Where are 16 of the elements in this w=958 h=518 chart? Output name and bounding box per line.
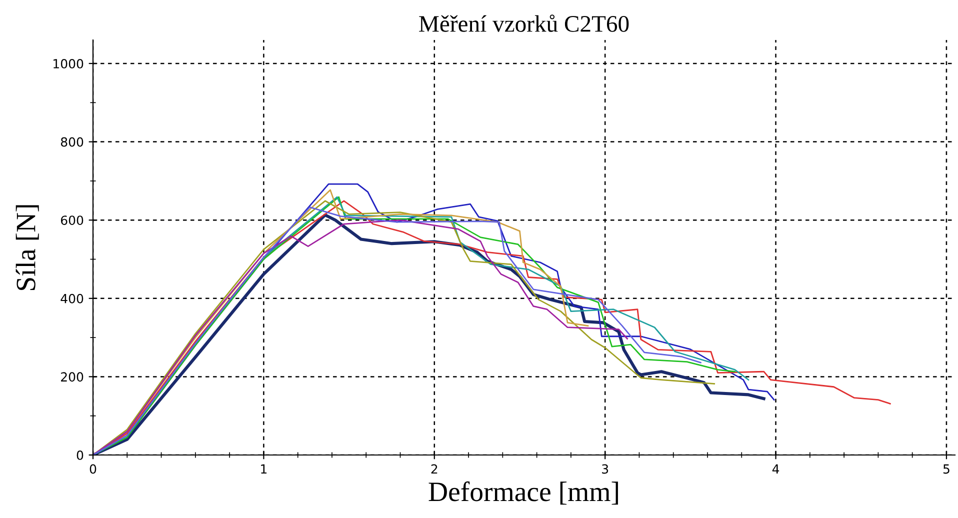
y-tick-label: 400 — [60, 294, 84, 304]
y-tick-label: 0 — [76, 450, 84, 460]
line-series — [93, 219, 628, 455]
y-tick-label: 1000 — [54, 58, 84, 68]
y-tick-label: 800 — [60, 137, 84, 147]
x-tick-label: 3 — [602, 464, 608, 474]
x-tick-label: 2 — [431, 464, 438, 474]
x-tick-label: 4 — [772, 464, 780, 474]
x-tick-label: 0 — [90, 464, 96, 474]
y-axis-title: Síla [N] — [16, 205, 39, 290]
y-tick-label: 600 — [60, 216, 84, 226]
x-tick-label: 1 — [261, 464, 267, 474]
x-axis-title: Deformace [mm] — [428, 481, 618, 505]
y-tick-label: 200 — [61, 372, 84, 382]
chart-title: Měření vzorků C2T60 — [419, 14, 629, 32]
x-tick-label: 5 — [943, 464, 950, 474]
